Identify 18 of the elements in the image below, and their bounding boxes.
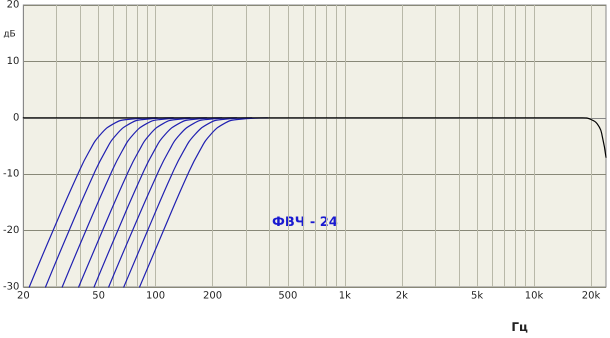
x-tick-label: 20: [16, 290, 30, 302]
y-tick-label: -20: [2, 225, 20, 236]
x-tick-label: 1k: [338, 290, 352, 302]
y-tick-label: -10: [2, 168, 20, 180]
x-tick-label: 50: [92, 290, 105, 302]
x-tick-label: 500: [278, 290, 298, 302]
y-tick-label: 20: [6, 0, 20, 10]
x-tick-label: 10k: [524, 290, 544, 302]
x-tick-label: 5k: [471, 290, 484, 302]
x-tick-label: 200: [203, 290, 222, 302]
y-tick-label: 10: [6, 56, 20, 67]
y-tick-label: 0: [12, 112, 20, 124]
x-tick-label: 20k: [582, 290, 600, 302]
x-tick-label: 2k: [396, 290, 408, 302]
y-axis-title: дБ: [3, 30, 16, 40]
x-axis-title: Гц: [511, 320, 528, 334]
y-tick-label: -30: [2, 282, 20, 292]
x-tick-label: 100: [146, 290, 166, 302]
